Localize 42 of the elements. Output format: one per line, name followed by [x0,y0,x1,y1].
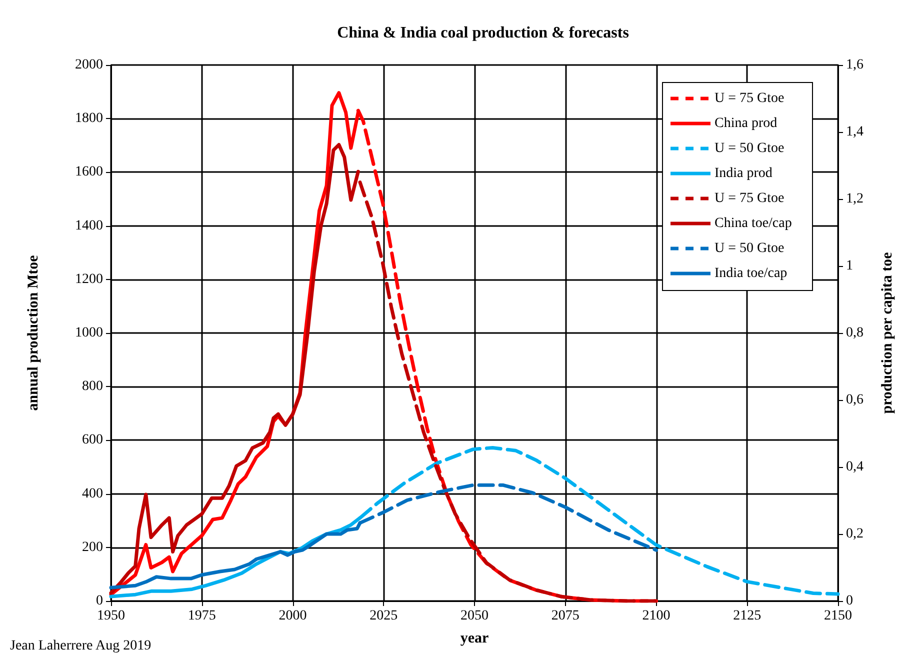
y-tick-label: 0 [96,594,103,608]
legend-label: U = 50 Gtoe [714,241,784,256]
y2-tick-label: 0,6 [846,392,864,408]
x-tick-label: 2025 [370,608,398,624]
y-tick-label: 600 [82,432,103,448]
legend-label: China toe/cap [714,216,792,231]
legend-label: India toe/cap [714,266,788,281]
x-tick-label: 2000 [278,608,307,624]
x-tick-label: 1975 [188,608,216,624]
y2-tick-label: 1,2 [846,192,864,206]
chart-title: China & India coal production & forecasts [337,24,629,42]
y-tick-label: 1000 [75,326,103,340]
y2-axis-title: production per capita toe [880,252,896,414]
x-tick-label: 2050 [460,608,488,624]
legend-label: China prod [714,116,778,131]
y2-tick-label: 0,8 [846,326,864,340]
y-tick-label: 1800 [75,111,103,126]
x-tick-label: 2075 [551,608,580,624]
y-tick-label: 400 [82,486,103,502]
legend-label: India prod [714,166,772,181]
y2-tick-label: 0,2 [846,526,864,542]
y2-tick-label: 0,4 [846,460,864,474]
y2-tick-label: 0 [846,594,853,608]
x-tick-label: 2125 [733,608,762,624]
y2-tick-label: 1,6 [846,58,864,72]
y-tick-label: 800 [82,379,103,394]
y-tick-label: 1400 [75,218,103,234]
legend-label: U = 75 Gtoe [714,91,784,106]
y-axis-title: annual production Mtoe [26,254,42,411]
y-tick-label: 200 [82,540,103,555]
y-tick-label: 1200 [75,272,103,287]
x-tick-label: 2100 [642,608,670,624]
y2-tick-label: 1 [846,258,853,274]
y-tick-label: 1600 [75,164,103,180]
legend-label: U = 75 Gtoe [714,191,784,206]
x-tick-label: 1950 [97,608,125,624]
y-tick-label: 2000 [75,58,103,72]
x-axis-title: year [460,630,489,646]
y2-tick-label: 1,4 [846,124,864,140]
text: Jean Laherrere Aug 2019 [10,638,152,654]
x-tick-label: 2150 [824,608,852,624]
legend-label: U = 50 Gtoe [714,141,784,156]
